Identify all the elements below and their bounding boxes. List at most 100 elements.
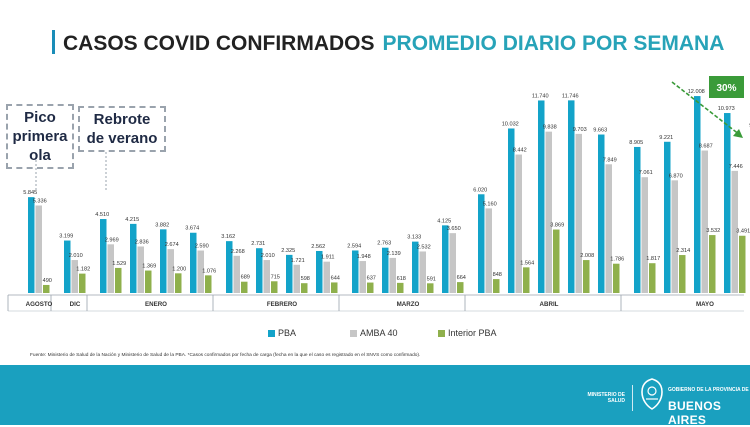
bar-value-label: 2.532 [417, 244, 431, 250]
chart-title: CASOS COVID CONFIRMADOS PROMEDIO DIARIO P… [52, 30, 724, 56]
bar-value-label: 10.973 [718, 106, 735, 112]
bar-amba-40 [233, 255, 240, 293]
trend-arrow-line [671, 81, 741, 136]
bar-interior-pba [79, 273, 86, 293]
bar-value-label: 2.763 [377, 241, 391, 247]
bar-value-label: 2.139 [387, 251, 401, 257]
bar-interior-pba [493, 279, 500, 293]
bar-pba [190, 232, 197, 293]
bar-amba-40 [107, 244, 114, 293]
bar-value-label: 1.911 [321, 255, 335, 261]
ministerio-salud-logo: MINISTERIO DE SALUD [585, 392, 625, 404]
buenos-aires-label: BUENOS AIRES [668, 399, 722, 427]
bar-value-label: 8.905 [629, 140, 643, 146]
bar-interior-pba [115, 267, 122, 293]
bar-amba-40 [605, 164, 612, 293]
bar-value-label: 7.061 [639, 170, 653, 176]
trend-arrow-head-icon [733, 129, 743, 138]
bar-interior-pba [739, 235, 746, 293]
callout-rebrote-de-verano: Rebrote de verano [78, 106, 166, 152]
bar-value-label: 2.008 [580, 253, 594, 259]
bar-value-label: 8.442 [513, 148, 527, 154]
bar-value-label: 8.687 [699, 144, 713, 150]
bar-pba [352, 250, 359, 293]
bar-pba [598, 134, 605, 293]
bar-value-label: 2.010 [261, 253, 275, 259]
bar-value-label: 2.836 [135, 239, 149, 245]
bar-value-label: 1.817 [646, 256, 660, 262]
bar-interior-pba [523, 267, 530, 293]
bar-value-label: 10.032 [502, 121, 519, 127]
bar-amba-40 [641, 177, 648, 293]
bar-interior-pba [613, 263, 620, 293]
bar-interior-pba [271, 281, 278, 293]
bar-value-label: 4.125 [437, 218, 451, 224]
province-shield-icon [641, 378, 663, 410]
bar-value-label: 618 [397, 276, 406, 282]
bar-pba [100, 219, 107, 293]
legend-label: PBA [278, 328, 296, 338]
bar-pba [28, 197, 35, 293]
bar-pba [634, 146, 641, 293]
bar-value-label: 4.510 [95, 212, 109, 218]
bar-interior-pba [649, 263, 656, 293]
percent-badge [709, 76, 744, 98]
bar-pba [256, 248, 263, 293]
bar-value-label: 2.674 [165, 242, 179, 248]
bar-pba [316, 250, 323, 293]
bar-amba-40 [575, 133, 582, 293]
bar-interior-pba [679, 255, 686, 293]
bar-pba [538, 100, 545, 293]
source-note: Fuente: Ministerio de Salud de la Nación… [30, 352, 420, 358]
bar-amba-40 [485, 208, 492, 293]
bar-amba-40 [323, 261, 330, 293]
title-accent-bar [52, 30, 55, 54]
title-main: CASOS COVID CONFIRMADOS [63, 32, 375, 55]
bar-value-label: 2.268 [231, 249, 245, 255]
callout-line: de verano [86, 130, 158, 147]
footer-band: MINISTERIO DE SALUD GOBIERNO DE LA PROVI… [0, 365, 750, 427]
month-label: MAYO [696, 301, 714, 308]
bar-value-label: 1.529 [112, 261, 126, 267]
bar-value-label: 6.020 [473, 187, 487, 193]
bar-amba-40 [197, 250, 204, 293]
bar-amba-40 [137, 246, 144, 293]
bar-amba-40 [701, 150, 708, 293]
bar-value-label: 2.325 [281, 248, 295, 254]
callout-pico-primera-ola: Pico primera ola [6, 104, 74, 169]
bar-amba-40 [419, 251, 426, 293]
bar-value-label: 3.162 [221, 234, 235, 240]
bar-value-label: 11.746 [562, 93, 579, 99]
bar-value-label: 12.008 [688, 89, 705, 95]
bar-amba-40 [263, 260, 270, 293]
legend-label: Interior PBA [448, 328, 497, 338]
bar-pba [724, 113, 731, 293]
bar-value-label: 5.845 [23, 190, 37, 196]
bar-interior-pba [709, 235, 716, 293]
bar-value-label: 3.882 [155, 222, 169, 228]
bar-value-label: 3.133 [407, 235, 421, 241]
bar-value-label: 2.590 [195, 244, 209, 250]
callout-line: ola [29, 147, 51, 164]
percent-badge-label: 30% [716, 83, 736, 94]
bar-value-label: 1.200 [172, 266, 186, 272]
bar-amba-40 [167, 249, 174, 293]
bar-amba-40 [449, 233, 456, 293]
bar-value-label: 4.215 [125, 217, 139, 223]
month-label: DIC [70, 301, 81, 308]
bar-value-label: 2.969 [105, 237, 119, 243]
ministerio-line: MINISTERIO DE [587, 392, 625, 398]
bar-interior-pba [457, 282, 464, 293]
bar-value-label: 7.446 [729, 164, 743, 170]
bar-value-label: 689 [241, 275, 250, 281]
month-label: MARZO [397, 301, 420, 308]
bar-value-label: 848 [493, 272, 502, 278]
legend-label: AMBA 40 [360, 328, 398, 338]
bar-interior-pba [301, 283, 308, 293]
bar-value-label: 644 [331, 275, 340, 281]
legend-swatch [350, 330, 357, 337]
bar-value-label: 1.786 [610, 257, 624, 263]
bar-value-label: 2.594 [347, 243, 361, 249]
bar-value-label: 11.740 [532, 93, 549, 99]
bar-pba [442, 225, 449, 293]
